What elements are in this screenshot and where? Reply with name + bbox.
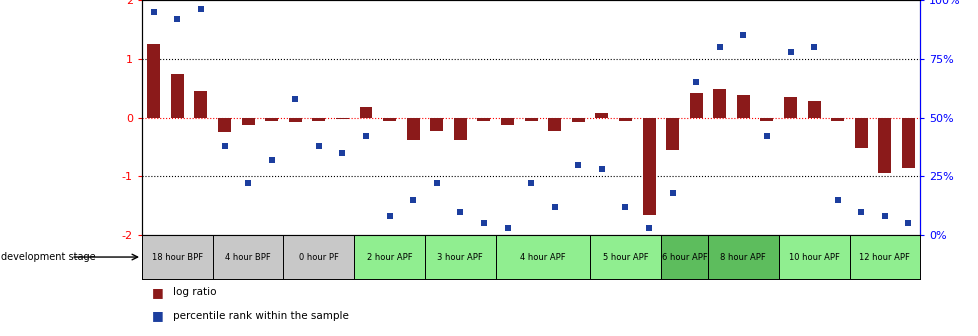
Bar [477,118,490,121]
Bar [830,118,843,121]
Bar [454,118,467,140]
Text: 0 hour PF: 0 hour PF [298,253,338,261]
Bar [359,107,372,118]
Bar [807,101,820,118]
Point [547,204,562,210]
Bar [854,118,867,148]
Bar [265,118,278,121]
Bar [760,118,773,121]
Bar [595,113,607,118]
Text: ■: ■ [152,286,163,299]
Point [900,221,915,226]
Text: 2 hour APF: 2 hour APF [367,253,412,261]
Point [146,9,161,14]
Point [829,197,845,203]
Bar [689,93,702,118]
Point [169,16,185,22]
Bar [382,118,396,121]
Point [758,134,774,139]
Bar [354,235,424,279]
Bar [406,118,420,140]
Text: 18 hour BPF: 18 hour BPF [152,253,202,261]
Bar [312,118,325,121]
Text: development stage: development stage [1,252,96,262]
Bar [289,118,301,122]
Point [216,143,232,149]
Bar [147,44,160,118]
Bar [171,74,184,118]
Point [853,209,868,214]
Point [664,190,680,196]
Text: 8 hour APF: 8 hour APF [720,253,766,261]
Text: 5 hour APF: 5 hour APF [602,253,647,261]
Bar [707,235,778,279]
Bar [571,118,584,122]
Text: percentile rank within the sample: percentile rank within the sample [173,311,349,321]
Bar [660,235,707,279]
Point [475,221,491,226]
Bar [212,235,284,279]
Point [688,80,703,85]
Bar [901,118,914,168]
Bar [618,118,631,121]
Text: 4 hour APF: 4 hour APF [519,253,565,261]
Bar [284,235,354,279]
Point [193,7,208,12]
Point [570,162,586,167]
Text: 4 hour BPF: 4 hour BPF [225,253,271,261]
Bar [778,235,849,279]
Text: 10 hour APF: 10 hour APF [788,253,839,261]
Bar [783,97,796,118]
Point [428,181,444,186]
Bar [501,118,513,125]
Point [711,44,727,50]
Point [641,225,656,231]
Bar [524,118,537,121]
Bar [590,235,660,279]
Bar [495,235,590,279]
Point [617,204,633,210]
Point [381,214,397,219]
Point [240,181,255,186]
Point [734,33,750,38]
Point [263,157,280,163]
Bar [548,118,560,131]
Text: log ratio: log ratio [173,287,216,297]
Bar [713,89,726,118]
Point [594,167,609,172]
Bar [218,118,231,132]
Bar [142,235,212,279]
Text: 12 hour APF: 12 hour APF [859,253,910,261]
Point [288,96,303,101]
Point [806,44,822,50]
Point [405,197,421,203]
Bar [877,118,890,173]
Bar [642,118,655,215]
Text: ■: ■ [152,309,163,322]
Bar [424,235,495,279]
Point [499,225,514,231]
Point [781,49,797,54]
Bar [195,91,207,118]
Point [311,143,327,149]
Bar [736,95,749,118]
Bar [849,235,919,279]
Bar [665,118,679,150]
Bar [242,118,254,125]
Text: 3 hour APF: 3 hour APF [437,253,483,261]
Point [452,209,467,214]
Point [876,214,892,219]
Bar [335,118,348,119]
Point [358,134,374,139]
Bar [430,118,443,131]
Point [334,150,350,156]
Text: 6 hour APF: 6 hour APF [661,253,706,261]
Point [522,181,538,186]
